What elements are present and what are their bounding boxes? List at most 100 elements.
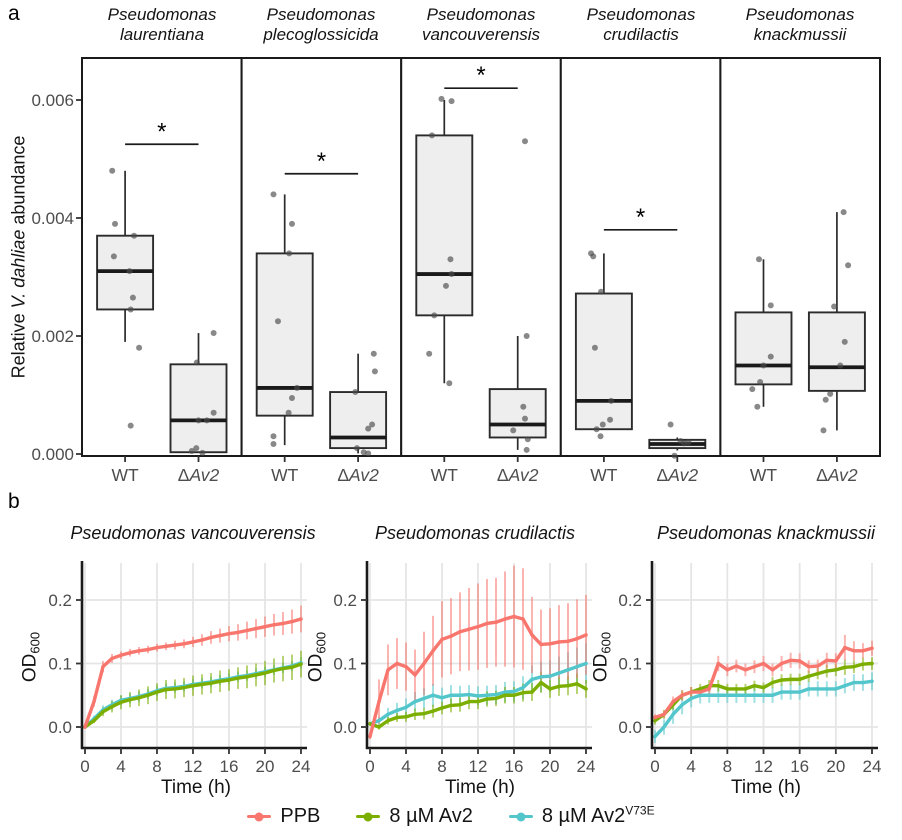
line-point-v73e — [761, 693, 766, 697]
line-point-av2 — [816, 671, 820, 676]
line-point-v73e — [807, 687, 811, 691]
line-point-v73e — [431, 693, 435, 697]
facet-title-line1: Pseudomonas — [107, 5, 217, 24]
line-point-v73e — [680, 703, 684, 707]
av2-v73e-dot-icon — [516, 812, 526, 821]
data-point — [841, 338, 848, 345]
line-point-av2 — [236, 676, 240, 680]
line-point-av2 — [449, 703, 453, 708]
x-tick-label: 4 — [686, 757, 695, 776]
data-point — [448, 271, 455, 278]
box-WT — [415, 134, 474, 317]
data-point — [521, 138, 528, 145]
data-point — [438, 95, 445, 102]
data-point — [837, 362, 844, 369]
group-label: WT — [271, 465, 299, 485]
line-point-av2 — [395, 715, 399, 720]
line-point-ppb — [797, 659, 802, 663]
legend-label: 8 µM Av2 — [389, 805, 473, 827]
data-point — [199, 449, 206, 456]
line-point-ppb — [725, 668, 730, 672]
significance-asterisk: * — [317, 148, 326, 175]
data-point — [607, 416, 614, 423]
group-label: ΔAv2 — [497, 465, 539, 485]
line-point-ppb — [662, 712, 666, 716]
line-point-ppb — [191, 640, 195, 644]
line-point-av2 — [209, 681, 213, 685]
data-point — [270, 440, 277, 447]
line-point-av2 — [485, 697, 489, 701]
facet-title-crudilactis: Pseudomonas crudilactis — [587, 5, 696, 45]
line-point-v73e — [770, 693, 775, 697]
line-point-ppb — [272, 623, 276, 627]
facet-title-vancouverensis: Pseudomonas vancouverensis — [422, 5, 540, 45]
line-point-av2 — [422, 711, 426, 716]
data-point — [131, 232, 138, 239]
line-point-av2 — [272, 668, 276, 673]
line-point-ppb — [299, 617, 303, 621]
data-point — [428, 132, 435, 139]
y-tick-label: 0.000 — [31, 445, 74, 464]
line-point-v73e — [575, 664, 579, 669]
facet-title-line2: laurentiana — [119, 25, 205, 44]
line-point-ppb — [467, 627, 471, 631]
line-point-ppb — [680, 693, 684, 697]
line-point-ppb — [218, 633, 222, 638]
x-tick-label: 8 — [152, 757, 161, 776]
y-tick-label: 0.1 — [48, 655, 72, 674]
y-tick-label: 0.2 — [333, 591, 357, 610]
data-point — [288, 394, 295, 401]
line-point-ppb — [128, 651, 132, 655]
panel-a-label: a — [8, 2, 20, 25]
line-point-av2 — [137, 696, 141, 700]
group-label: WT — [431, 465, 459, 485]
time-axis-label: Time (h) — [730, 777, 802, 798]
data-point — [188, 448, 195, 455]
line-point-ppb — [155, 645, 159, 650]
line-point-v73e — [816, 687, 820, 691]
y-title-italic: V. dahliae — [8, 229, 29, 309]
line-point-av2 — [761, 685, 766, 690]
line-point-ppb — [788, 658, 793, 663]
x-tick-label: 16 — [505, 757, 524, 776]
group-label: ΔAv2 — [337, 465, 379, 485]
time-axis-label: Time (h) — [160, 777, 232, 798]
line-point-ppb — [557, 640, 561, 644]
data-point — [521, 415, 528, 422]
x-tick-label: 20 — [256, 757, 275, 776]
ppb-dot-icon — [254, 812, 264, 821]
line-point-v73e — [449, 693, 453, 697]
line-point-v73e — [834, 687, 838, 691]
line-point-ppb — [825, 658, 829, 663]
line-point-v73e — [662, 725, 666, 729]
facet-title-knackmussii: Pseudomonas knackmussii — [746, 5, 855, 45]
line-point-ppb — [119, 653, 123, 657]
line-point-av2 — [368, 722, 372, 726]
line-point-av2 — [281, 666, 285, 671]
line-point-av2 — [843, 665, 847, 670]
y-tick-label: 0.006 — [31, 91, 74, 110]
facet-title-line1: Pseudomonas — [266, 5, 376, 24]
legend-item-av2: 8 µM Av2 — [356, 805, 473, 828]
line-point-ppb — [83, 725, 87, 729]
line-point-ppb — [707, 687, 711, 691]
x-tick-label: 24 — [577, 757, 596, 776]
line-point-ppb — [431, 649, 435, 653]
data-point — [524, 436, 531, 443]
data-point — [193, 445, 200, 452]
line-point-v73e — [825, 687, 829, 691]
line-point-av2 — [530, 690, 534, 694]
data-point — [210, 409, 217, 416]
line-point-v73e — [539, 675, 543, 679]
line-point-v73e — [530, 677, 534, 682]
data-point — [820, 427, 827, 434]
line-point-ppb — [494, 620, 498, 624]
line-point-v73e — [440, 696, 444, 700]
data-point — [203, 417, 210, 424]
line-point-v73e — [422, 696, 426, 701]
legend-item-av2-v73e: 8 µM Av2V73E — [508, 804, 655, 828]
line-point-av2 — [191, 684, 195, 688]
y-tick-label: 0.0 — [618, 718, 642, 737]
line-point-ppb — [521, 617, 525, 621]
